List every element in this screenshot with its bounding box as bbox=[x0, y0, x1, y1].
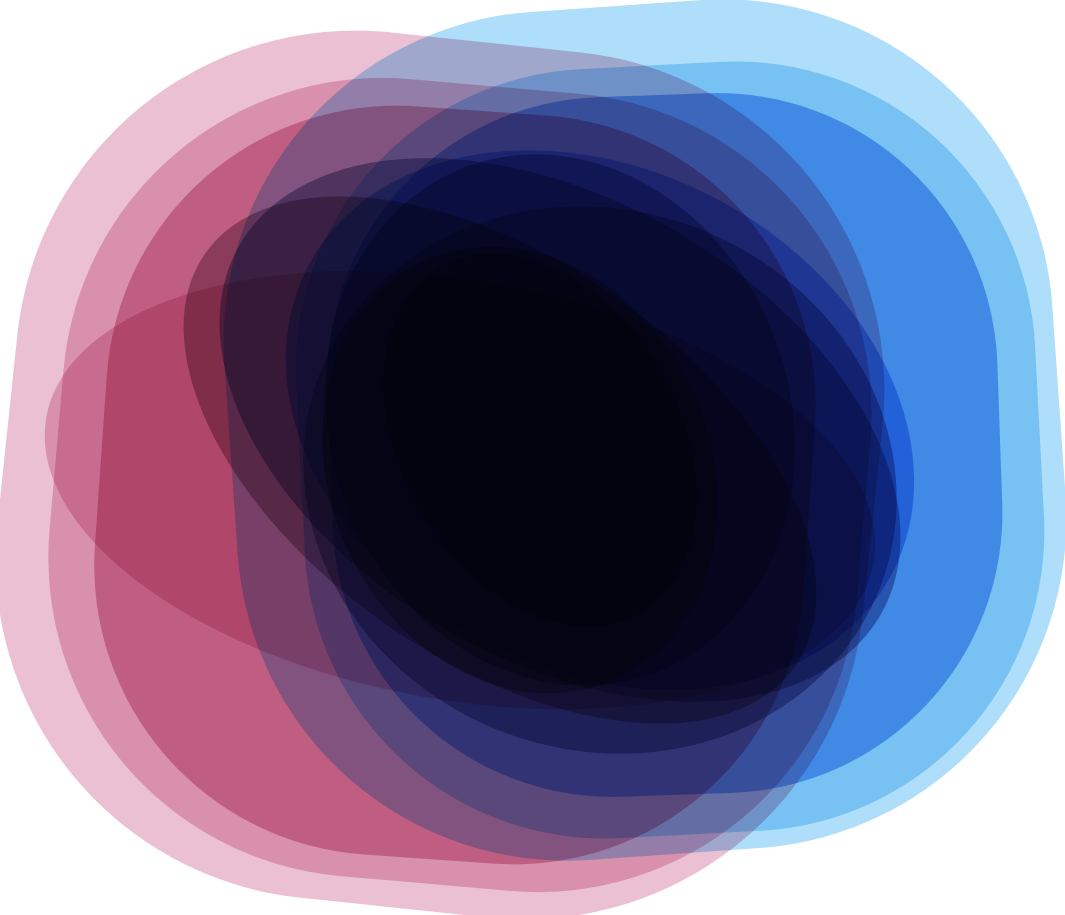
navy-blob bbox=[382, 253, 698, 627]
